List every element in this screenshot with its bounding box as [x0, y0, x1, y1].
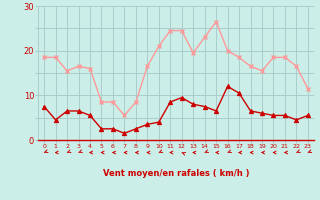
X-axis label: Vent moyen/en rafales ( km/h ): Vent moyen/en rafales ( km/h ) [103, 169, 249, 178]
